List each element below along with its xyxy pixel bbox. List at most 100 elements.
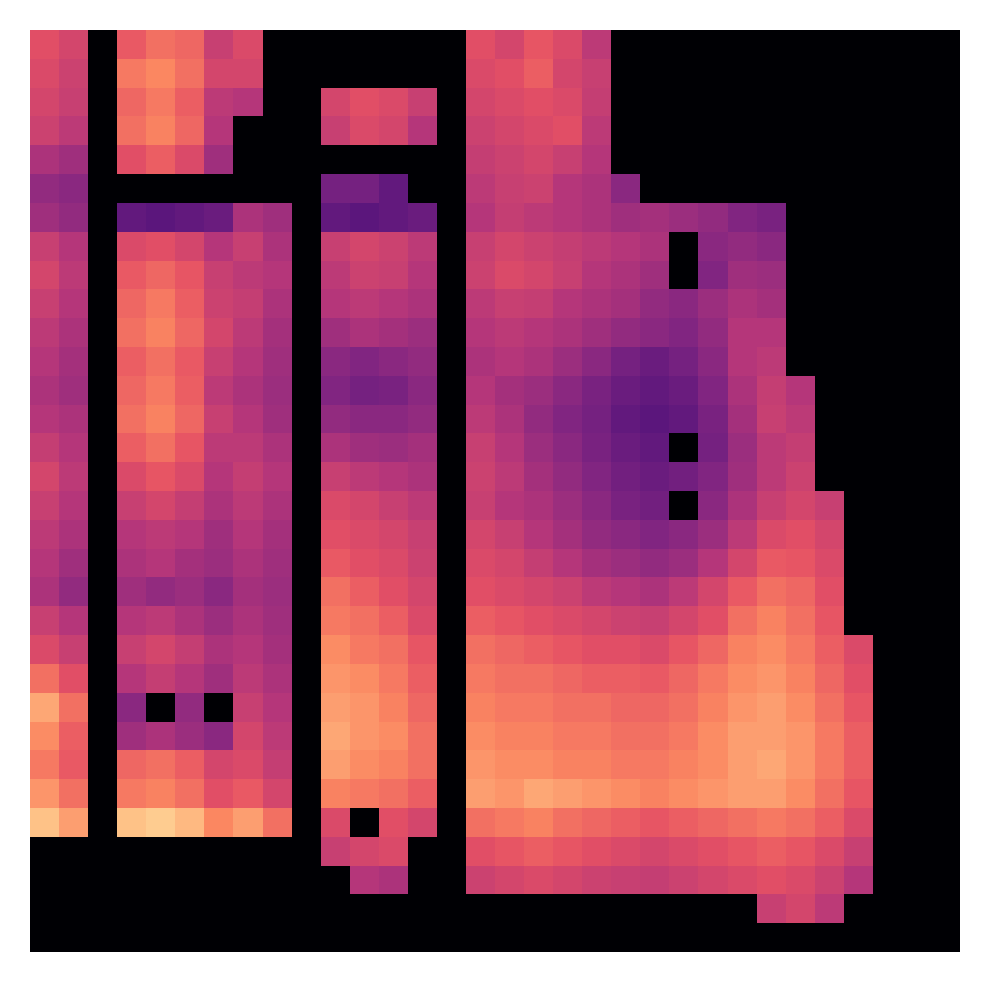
- cell: [640, 174, 670, 203]
- cell: [582, 606, 612, 635]
- cell: [437, 837, 467, 866]
- cell: [582, 462, 612, 491]
- cell: [263, 549, 293, 578]
- cell: [728, 174, 758, 203]
- cell: [59, 923, 89, 952]
- cell: [466, 693, 496, 722]
- cell: [553, 462, 583, 491]
- cell: [408, 923, 438, 952]
- cell: [669, 750, 699, 779]
- cell: [611, 491, 641, 520]
- cell: [321, 376, 351, 405]
- cell: [117, 347, 147, 376]
- cell: [611, 318, 641, 347]
- cell: [757, 462, 787, 491]
- cell: [553, 232, 583, 261]
- cell: [350, 433, 380, 462]
- cell: [292, 520, 322, 549]
- cell: [931, 635, 960, 664]
- cell: [292, 116, 322, 145]
- cell: [379, 635, 409, 664]
- cell: [350, 174, 380, 203]
- cell: [931, 894, 960, 923]
- cell: [844, 59, 874, 88]
- cell: [437, 88, 467, 117]
- cell: [379, 232, 409, 261]
- cell: [175, 347, 205, 376]
- cell: [233, 549, 263, 578]
- cell: [321, 88, 351, 117]
- cell: [582, 116, 612, 145]
- cell: [495, 606, 525, 635]
- cell: [873, 520, 903, 549]
- cell: [408, 376, 438, 405]
- cell: [611, 347, 641, 376]
- cell: [640, 520, 670, 549]
- cell: [350, 203, 380, 232]
- cell: [669, 318, 699, 347]
- cell: [931, 664, 960, 693]
- cell: [640, 866, 670, 895]
- cell: [379, 261, 409, 290]
- cell: [757, 116, 787, 145]
- cell: [640, 88, 670, 117]
- cell: [640, 289, 670, 318]
- cell: [931, 289, 960, 318]
- cell: [321, 577, 351, 606]
- cell: [844, 318, 874, 347]
- cell: [669, 837, 699, 866]
- cell: [59, 520, 89, 549]
- cell: [263, 779, 293, 808]
- cell: [728, 433, 758, 462]
- cell: [466, 837, 496, 866]
- cell: [350, 462, 380, 491]
- cell: [582, 923, 612, 952]
- cell: [175, 664, 205, 693]
- cell: [263, 30, 293, 59]
- cell: [786, 318, 816, 347]
- cell: [902, 88, 932, 117]
- cell: [233, 405, 263, 434]
- cell: [815, 462, 845, 491]
- cell: [524, 289, 554, 318]
- cell: [698, 549, 728, 578]
- cell: [582, 261, 612, 290]
- cell: [873, 491, 903, 520]
- cell: [292, 145, 322, 174]
- cell: [408, 59, 438, 88]
- cell: [553, 59, 583, 88]
- cell: [757, 232, 787, 261]
- cell: [321, 261, 351, 290]
- cell: [786, 116, 816, 145]
- cell: [698, 491, 728, 520]
- cell: [902, 433, 932, 462]
- cell: [263, 88, 293, 117]
- cell: [844, 145, 874, 174]
- cell: [611, 203, 641, 232]
- cell: [233, 88, 263, 117]
- cell: [815, 318, 845, 347]
- cell: [437, 232, 467, 261]
- cell: [611, 894, 641, 923]
- cell: [233, 808, 263, 837]
- cell: [757, 174, 787, 203]
- cell: [117, 203, 147, 232]
- cell: [408, 779, 438, 808]
- cell: [437, 116, 467, 145]
- cell: [204, 203, 234, 232]
- cell: [117, 376, 147, 405]
- cell: [88, 174, 118, 203]
- cell: [233, 376, 263, 405]
- cell: [146, 462, 176, 491]
- cell: [844, 606, 874, 635]
- cell: [466, 145, 496, 174]
- cell: [698, 289, 728, 318]
- cell: [350, 635, 380, 664]
- cell: [786, 923, 816, 952]
- cell: [30, 664, 60, 693]
- cell: [669, 808, 699, 837]
- cell: [873, 232, 903, 261]
- cell: [873, 318, 903, 347]
- cell: [146, 376, 176, 405]
- cell: [524, 549, 554, 578]
